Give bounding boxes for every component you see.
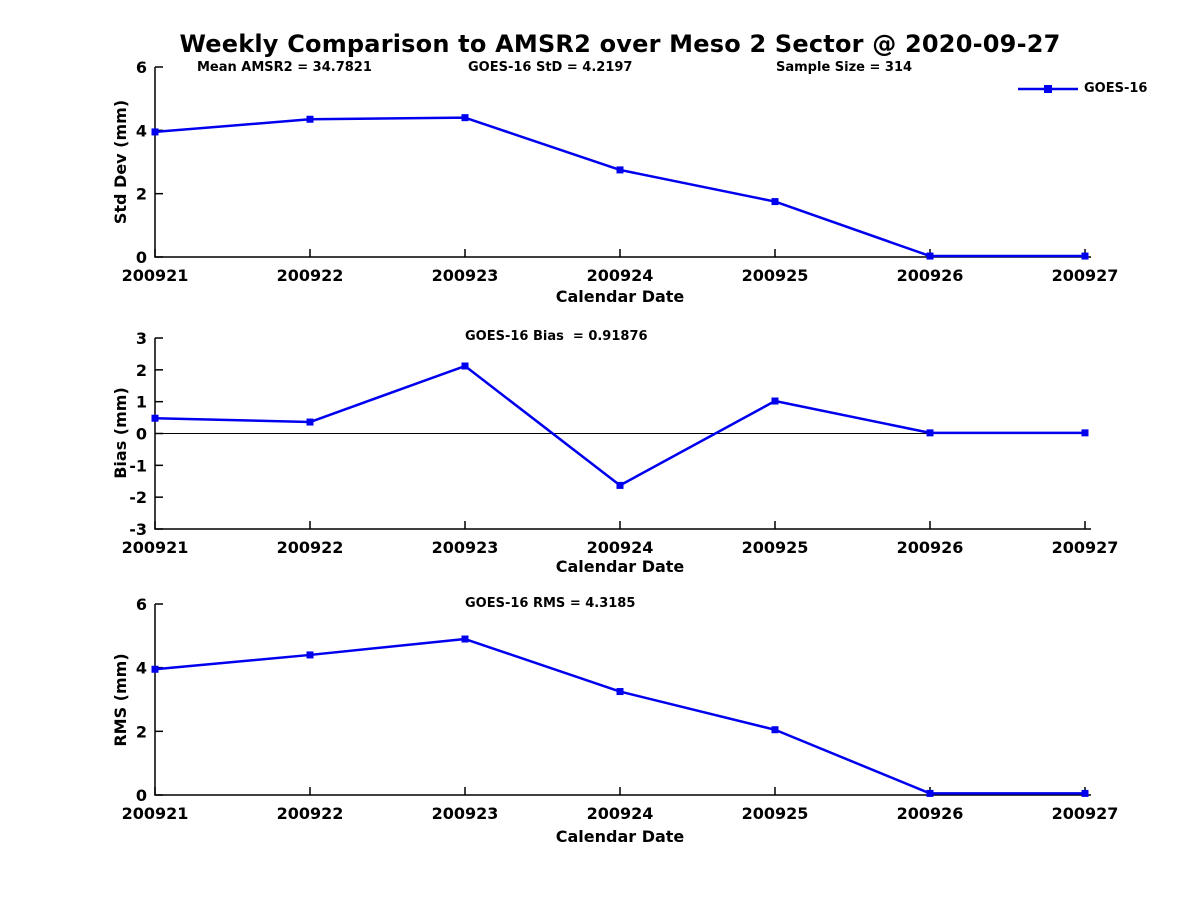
data-point-marker bbox=[151, 414, 159, 422]
x-axis-label-calendar-date-1: Calendar Date bbox=[555, 287, 685, 306]
data-point-marker bbox=[926, 789, 934, 797]
y-tick-label: 2 bbox=[136, 722, 147, 741]
x-tick-label: 200923 bbox=[432, 266, 499, 285]
series-line-goes-16 bbox=[154, 364, 1085, 487]
x-tick-label: 200923 bbox=[432, 538, 499, 557]
data-point-marker bbox=[461, 114, 469, 122]
data-point-marker bbox=[926, 252, 934, 260]
legend-marker bbox=[1044, 85, 1052, 93]
data-point-marker bbox=[306, 115, 314, 123]
data-point-marker bbox=[306, 418, 314, 426]
y-tick-label: 0 bbox=[136, 425, 147, 444]
x-axis-label-calendar-date-2: Calendar Date bbox=[555, 557, 685, 576]
data-point-marker bbox=[771, 198, 779, 206]
x-tick-label: 200927 bbox=[1052, 804, 1119, 823]
y-tick-label: 2 bbox=[136, 361, 147, 380]
annotation-mean-amsr2: Mean AMSR2 = 34.7821 bbox=[197, 60, 372, 75]
y-tick-label: 0 bbox=[136, 248, 147, 267]
x-tick-label: 200925 bbox=[742, 266, 809, 285]
data-point-marker bbox=[616, 688, 624, 696]
y-axis-label-rms: RMS (mm) bbox=[111, 653, 130, 747]
data-point-marker bbox=[616, 481, 624, 489]
y-tick-label: 0 bbox=[136, 786, 147, 805]
data-point-marker bbox=[771, 726, 779, 734]
x-tick-label: 200925 bbox=[742, 804, 809, 823]
y-tick-label: -1 bbox=[129, 456, 147, 475]
subplot-std-dev: 0 2 4 6 200921 200922 200923 200924 200925 200926… bbox=[122, 58, 1119, 285]
legend-label: GOES-16 bbox=[1084, 81, 1148, 96]
data-point-marker bbox=[1081, 789, 1089, 797]
y-axis-label-bias: Bias (mm) bbox=[111, 387, 130, 479]
y-tick-label: -3 bbox=[129, 520, 147, 539]
x-tick-label: 200926 bbox=[897, 538, 964, 557]
series-line-goes-16 bbox=[154, 116, 1085, 258]
y-tick-label: 6 bbox=[136, 595, 147, 614]
x-tick-label: 200923 bbox=[432, 804, 499, 823]
figure-title: Weekly Comparison to AMSR2 over Meso 2 S… bbox=[179, 30, 1061, 58]
x-tick-label: 200922 bbox=[277, 266, 344, 285]
y-tick-label: 4 bbox=[136, 659, 147, 678]
x-tick-label: 200921 bbox=[122, 266, 189, 285]
y-tick-label: 2 bbox=[136, 185, 147, 204]
x-tick-label: 200924 bbox=[587, 266, 654, 285]
y-tick-label: 6 bbox=[136, 58, 147, 77]
axis-frame bbox=[154, 67, 1091, 258]
x-tick-label: 200921 bbox=[122, 804, 189, 823]
y-tick-label: 1 bbox=[136, 393, 147, 412]
data-point-marker bbox=[461, 635, 469, 643]
x-tick-label: 200926 bbox=[897, 266, 964, 285]
x-tick-label: 200927 bbox=[1052, 538, 1119, 557]
data-point-marker bbox=[616, 166, 624, 174]
axis-frame bbox=[154, 604, 1091, 796]
x-tick-label: 200924 bbox=[587, 804, 654, 823]
x-tick-label: 200925 bbox=[742, 538, 809, 557]
data-point-marker bbox=[1081, 252, 1089, 260]
x-tick-label: 200922 bbox=[277, 804, 344, 823]
x-tick-label: 200924 bbox=[587, 538, 654, 557]
data-point-marker bbox=[306, 651, 314, 659]
y-tick-label: 4 bbox=[136, 121, 147, 140]
x-tick-label: 200927 bbox=[1052, 266, 1119, 285]
annotation-goes16-bias: GOES-16 Bias = 0.91876 bbox=[465, 329, 648, 344]
data-point-marker bbox=[771, 397, 779, 405]
x-tick-label: 200922 bbox=[277, 538, 344, 557]
series-line-goes-16 bbox=[154, 637, 1085, 795]
x-tick-label: 200921 bbox=[122, 538, 189, 557]
y-tick-label: 3 bbox=[136, 329, 147, 348]
annotation-sample-size: Sample Size = 314 bbox=[776, 60, 913, 75]
data-point-marker bbox=[926, 429, 934, 437]
legend bbox=[1018, 85, 1078, 93]
data-point-marker bbox=[151, 665, 159, 673]
x-axis-label-calendar-date-3: Calendar Date bbox=[555, 827, 685, 846]
data-point-marker bbox=[1081, 429, 1089, 437]
y-axis-label-std-dev: Std Dev (mm) bbox=[111, 99, 130, 225]
annotation-goes16-std: GOES-16 StD = 4.2197 bbox=[468, 60, 633, 75]
annotation-goes16-rms: GOES-16 RMS = 4.3185 bbox=[465, 596, 636, 611]
data-point-marker bbox=[461, 362, 469, 370]
data-point-marker bbox=[151, 128, 159, 136]
subplot-rms: 0 2 4 6 200921 200922 200923 200924 200925 200926… bbox=[122, 595, 1119, 823]
y-tick-label: -2 bbox=[129, 488, 147, 507]
x-tick-label: 200926 bbox=[897, 804, 964, 823]
